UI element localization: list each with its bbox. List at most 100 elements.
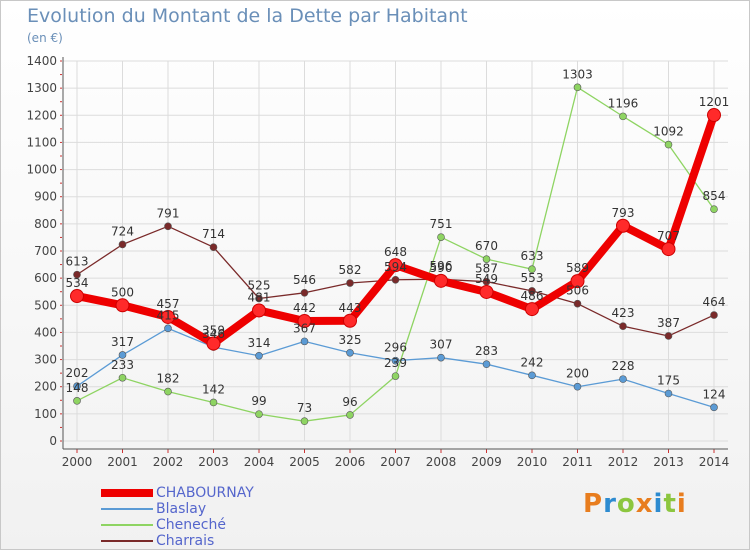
x-tick-label: 2009 <box>471 455 502 469</box>
data-label: 325 <box>339 333 362 347</box>
data-point <box>346 411 354 419</box>
y-tick-label: 1400 <box>26 54 57 68</box>
grid-layer <box>63 60 728 442</box>
proxiti-logo: Proxiti <box>583 489 687 519</box>
data-label: 457 <box>157 297 180 311</box>
data-point <box>388 258 403 273</box>
x-tick-label: 2005 <box>289 455 320 469</box>
data-label: 423 <box>612 306 635 320</box>
data-label: 596 <box>430 259 453 273</box>
data-point <box>206 336 221 351</box>
data-point <box>164 387 172 396</box>
x-tick-label: 2013 <box>653 455 684 469</box>
data-point <box>570 274 585 289</box>
data-point <box>118 351 127 359</box>
data-label: 613 <box>66 255 89 269</box>
legend-label: CHABOURNAY <box>156 485 254 501</box>
data-point <box>73 397 81 405</box>
data-point <box>710 311 718 319</box>
logo-letter: t <box>663 489 677 519</box>
data-point <box>573 299 582 308</box>
logo-letter: r <box>603 489 617 519</box>
data-label: 486 <box>521 289 544 303</box>
x-tick-label: 2000 <box>62 455 93 469</box>
data-label: 346 <box>202 327 225 341</box>
data-label: 854 <box>703 189 726 203</box>
data-label: 228 <box>612 359 635 373</box>
data-point <box>164 324 172 333</box>
data-label: 142 <box>202 382 225 396</box>
data-point <box>70 289 84 304</box>
data-label: 707 <box>657 229 680 243</box>
legend-label: Cheneché <box>156 517 226 533</box>
data-point <box>664 140 673 149</box>
data-label: 546 <box>293 273 316 287</box>
data-label: 590 <box>430 261 453 275</box>
data-point <box>664 332 673 340</box>
legend-swatch <box>101 489 153 497</box>
x-tick-label: 2011 <box>562 455 593 469</box>
y-tick-label: 400 <box>34 325 57 339</box>
data-label: 1201 <box>699 95 730 109</box>
x-tick-label: 2003 <box>198 455 229 469</box>
data-label: 633 <box>521 249 544 263</box>
data-label: 481 <box>248 290 271 304</box>
data-label: 317 <box>111 335 134 349</box>
data-label: 307 <box>430 338 453 352</box>
data-point <box>619 322 627 330</box>
data-point <box>255 351 263 360</box>
data-label: 1196 <box>608 96 639 110</box>
data-point <box>482 360 491 368</box>
data-label-layer: 534 500 457 359 481 442 443 648 590 549 486 589 793 7… <box>66 67 730 415</box>
legend-label: Blaslay <box>156 501 207 517</box>
data-point <box>209 243 218 251</box>
data-label: 73 <box>297 401 312 415</box>
y-tick-label: 100 <box>34 407 57 421</box>
data-point <box>346 279 354 287</box>
data-label: 793 <box>612 206 635 220</box>
data-point <box>391 372 400 380</box>
data-label: 242 <box>521 355 544 369</box>
data-label: 96 <box>342 395 357 409</box>
y-tick-label: 500 <box>34 298 57 312</box>
y-tick-label: 1300 <box>26 81 57 95</box>
data-point <box>482 255 491 263</box>
data-point <box>525 302 539 317</box>
data-label: 1092 <box>653 125 684 139</box>
data-point <box>528 287 536 295</box>
x-tick-label: 2007 <box>380 455 411 469</box>
data-point <box>437 353 445 362</box>
y-tick-label: 1200 <box>26 108 57 122</box>
data-label: 670 <box>475 239 498 253</box>
data-point <box>300 288 309 297</box>
y-tick-label: 1000 <box>26 163 57 177</box>
data-label: 99 <box>251 394 266 408</box>
data-label: 202 <box>66 366 89 380</box>
data-point <box>255 294 263 303</box>
chart-title: Evolution du Montant de la Dette par Hab… <box>27 5 468 27</box>
data-label: 589 <box>566 261 589 275</box>
data-point <box>573 83 582 92</box>
data-label: 359 <box>202 324 225 338</box>
data-point <box>346 348 354 357</box>
data-label: 500 <box>111 285 134 299</box>
x-tick-label: 2001 <box>107 455 138 469</box>
data-point <box>528 265 536 273</box>
data-point <box>300 417 309 425</box>
y-tick-label: 900 <box>34 190 57 204</box>
data-point <box>619 375 627 383</box>
data-point <box>707 108 721 123</box>
data-label: 233 <box>111 358 134 372</box>
y-tick-label: 300 <box>34 353 57 367</box>
y-tick-label: 0 <box>49 434 57 448</box>
data-label: 182 <box>157 372 180 386</box>
legend-swatch <box>101 524 153 526</box>
chart-unit-label: (en €) <box>27 31 63 45</box>
x-tick-label: 2008 <box>426 455 457 469</box>
data-label: 553 <box>521 271 544 285</box>
data-point <box>479 284 494 299</box>
data-label: 124 <box>703 387 726 401</box>
data-point <box>161 309 175 324</box>
data-label: 175 <box>657 374 680 388</box>
x-tick-label: 2012 <box>608 455 639 469</box>
